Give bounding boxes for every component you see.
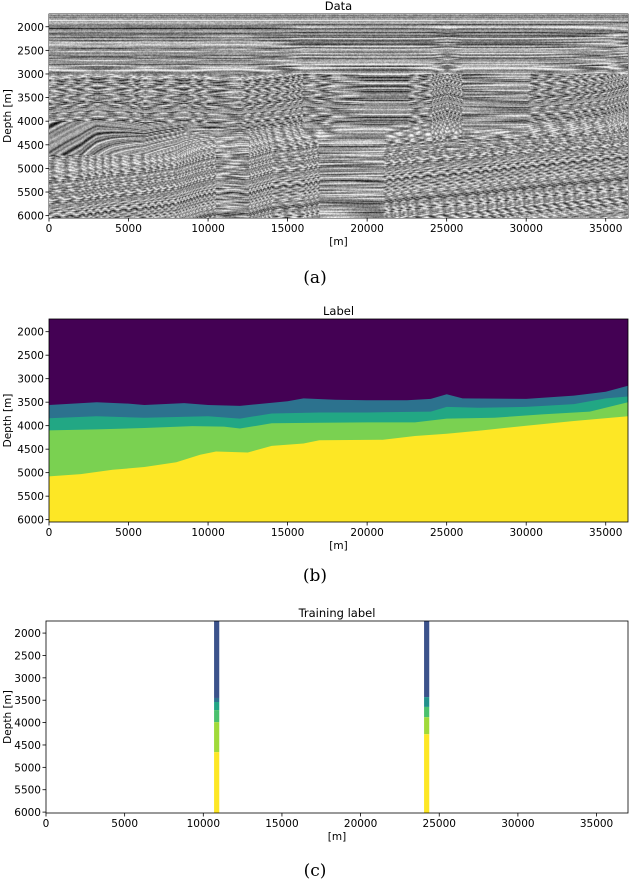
well-2-interval-2 <box>424 697 430 707</box>
x-tick-label: 30000 <box>509 223 542 235</box>
x-tick-label: 5000 <box>111 818 138 830</box>
x-tick-label: 35000 <box>589 527 622 539</box>
x-tick-label: 15000 <box>265 818 298 830</box>
x-tick-label: 20000 <box>350 527 383 539</box>
y-tick-label: 5000 <box>17 163 44 175</box>
y-tick-label: 5500 <box>17 491 44 503</box>
y-tick-label: 6000 <box>17 515 44 527</box>
chart-title: Label <box>323 304 354 318</box>
y-tick-label: 3000 <box>17 69 44 81</box>
x-tick-label: 10000 <box>191 223 224 235</box>
well-1-interval-4 <box>214 710 220 723</box>
y-tick-label: 2500 <box>17 350 44 362</box>
y-tick-label: 4000 <box>17 116 44 128</box>
well-1-interval-3 <box>214 702 220 711</box>
y-tick-label: 5000 <box>14 762 41 774</box>
x-tick-label: 35000 <box>589 223 622 235</box>
x-tick-label: 0 <box>43 818 50 830</box>
x-tick-label: 20000 <box>350 223 383 235</box>
y-tick-label: 4500 <box>17 444 44 456</box>
x-tick-label: 0 <box>46 527 53 539</box>
y-tick-label: 4500 <box>14 740 41 752</box>
y-tick-label: 2500 <box>14 650 41 662</box>
y-axis-label: Depth [m] <box>2 89 14 143</box>
well-2-interval-1 <box>424 621 430 698</box>
x-tick-label: 25000 <box>423 818 456 830</box>
x-tick-label: 5000 <box>115 527 142 539</box>
chart-title: Training label <box>298 606 376 620</box>
label-class-4-region <box>49 416 628 522</box>
y-axis-label: Depth [m] <box>2 690 14 744</box>
panel-b: 0 5000 10000 15000 20000 25000 30000 35000 2000 2… <box>2 304 629 586</box>
x-tick-label: 25000 <box>430 527 463 539</box>
x-axis-label: [m] <box>329 540 347 552</box>
label-classes <box>49 319 628 522</box>
y-tick-label: 3000 <box>14 673 41 685</box>
y-axis-label: Depth [m] <box>2 394 14 448</box>
x-tick-label: 20000 <box>344 818 377 830</box>
y-tick-label: 6000 <box>17 211 44 223</box>
well-2-interval-4 <box>424 717 430 735</box>
y-tick-label: 4500 <box>17 140 44 152</box>
y-tick-label: 3500 <box>17 397 44 409</box>
y-tick-label: 2000 <box>14 628 41 640</box>
y-tick-label: 5500 <box>17 187 44 199</box>
x-tick-label: 15000 <box>271 527 304 539</box>
subfigure-caption: (a) <box>303 268 326 288</box>
seismic-image <box>49 14 628 218</box>
panel-a: 0 5000 10000 15000 20000 25000 30000 35000 2000 2… <box>2 0 629 288</box>
well-1-interval-2 <box>214 697 220 703</box>
y-tick-label: 5500 <box>14 785 41 797</box>
chart-title: Data <box>325 0 352 13</box>
well-1-interval-5 <box>214 722 220 753</box>
subfigure-caption: (c) <box>304 861 327 881</box>
x-tick-label: 35000 <box>580 818 613 830</box>
y-tick-label: 4000 <box>17 421 44 433</box>
y-tick-label: 3500 <box>17 93 44 105</box>
well-1-interval-1 <box>214 621 220 698</box>
x-tick-label: 25000 <box>430 223 463 235</box>
x-tick-label: 15000 <box>271 223 304 235</box>
x-tick-label: 30000 <box>501 818 534 830</box>
x-tick-label: 10000 <box>191 527 224 539</box>
x-tick-label: 0 <box>46 223 53 235</box>
y-tick-label: 3000 <box>17 374 44 386</box>
y-tick-label: 5000 <box>17 468 44 480</box>
well-2-interval-5 <box>424 734 430 813</box>
y-tick-label: 2500 <box>17 45 44 57</box>
x-tick-label: 5000 <box>115 223 142 235</box>
panel-c: 0 5000 10000 15000 20000 25000 30000 35000 2000 2… <box>2 606 629 881</box>
y-tick-label: 2000 <box>17 22 44 34</box>
x-tick-label: 30000 <box>509 527 542 539</box>
axes-frame <box>48 318 629 523</box>
well-2-interval-3 <box>424 706 430 718</box>
well-1-interval-6 <box>214 752 220 813</box>
x-tick-label: 10000 <box>187 818 220 830</box>
axes-frame <box>45 620 629 814</box>
y-tick-label: 4000 <box>14 718 41 730</box>
y-tick-label: 3500 <box>14 695 41 707</box>
x-axis-label: [m] <box>328 831 346 843</box>
x-axis-label: [m] <box>329 236 347 248</box>
y-tick-label: 2000 <box>17 327 44 339</box>
subfigure-caption: (b) <box>303 566 327 586</box>
y-tick-label: 6000 <box>14 807 41 819</box>
